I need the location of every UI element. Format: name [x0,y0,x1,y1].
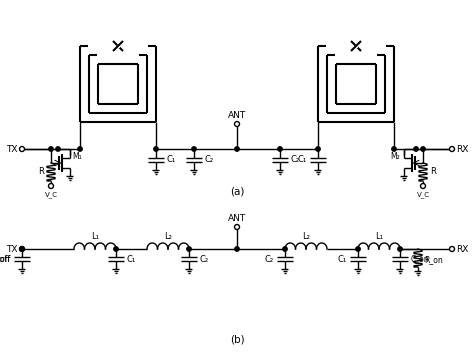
Circle shape [20,247,24,251]
Text: V_C: V_C [45,191,57,198]
Text: ANT: ANT [228,214,246,223]
Circle shape [449,146,455,151]
Text: R: R [430,167,436,177]
Circle shape [278,147,282,151]
Circle shape [414,147,418,151]
Text: C₂: C₂ [205,155,214,165]
Text: V_C: V_C [417,191,429,198]
Circle shape [235,247,239,251]
Text: TX: TX [7,145,18,154]
Text: C_off: C_off [0,254,11,264]
Circle shape [235,147,239,151]
Circle shape [19,246,25,252]
Circle shape [235,122,239,127]
Text: TX: TX [7,245,18,253]
Circle shape [235,225,239,229]
Circle shape [78,147,82,151]
Text: L₂: L₂ [302,232,310,241]
Circle shape [421,147,425,151]
Text: C_on: C_on [411,254,429,264]
Circle shape [48,183,54,189]
Text: L₁: L₁ [375,232,383,241]
Circle shape [392,147,396,151]
Text: R: R [38,167,44,177]
Text: R_on: R_on [424,256,443,265]
Circle shape [49,147,53,151]
Text: C₂: C₂ [200,254,209,264]
Text: C₂: C₂ [291,155,300,165]
Circle shape [114,247,118,251]
Text: M₁: M₁ [72,152,82,161]
Text: C₁: C₁ [127,254,136,264]
Circle shape [398,247,402,251]
Text: (a): (a) [230,187,244,197]
Circle shape [420,183,426,189]
Text: C₁: C₁ [298,155,307,165]
Circle shape [356,247,360,251]
Text: M₂: M₂ [390,152,400,161]
Text: L₁: L₁ [91,232,99,241]
Circle shape [192,147,196,151]
Text: (b): (b) [230,334,244,344]
Text: C_off: C_off [0,254,11,264]
Text: RX: RX [456,145,468,154]
Text: RX: RX [456,245,468,253]
Text: ANT: ANT [228,111,246,120]
Circle shape [187,247,191,251]
Circle shape [19,146,25,151]
Circle shape [283,247,287,251]
Circle shape [449,246,455,252]
Circle shape [316,147,320,151]
Text: L₂: L₂ [164,232,172,241]
Circle shape [154,147,158,151]
Text: C₁: C₁ [338,254,347,264]
Circle shape [56,147,60,151]
Text: C₁: C₁ [167,155,176,165]
Text: C₂: C₂ [265,254,274,264]
